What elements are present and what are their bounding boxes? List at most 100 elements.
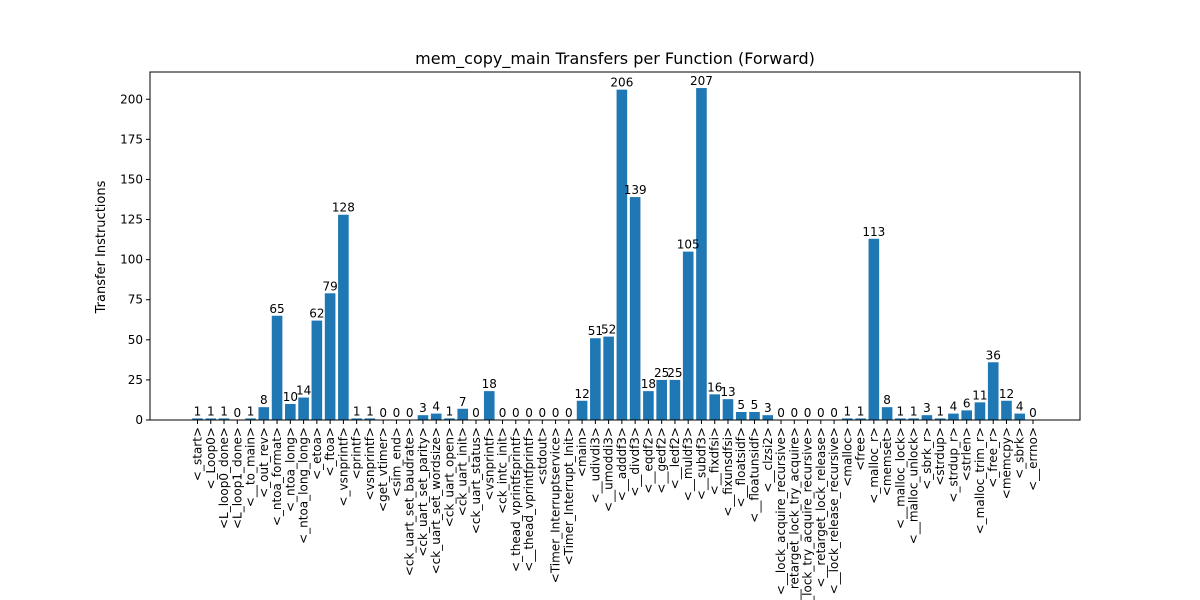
bar bbox=[881, 407, 893, 420]
bar bbox=[709, 394, 721, 420]
bar bbox=[895, 418, 906, 420]
bar bbox=[762, 415, 774, 420]
y-tick-label: 25 bbox=[128, 373, 143, 387]
x-tick-label: <__floatunsidf> bbox=[748, 427, 762, 523]
x-tick-label: <_ntoa_long_long> bbox=[297, 427, 311, 544]
bar bbox=[258, 407, 270, 420]
bar bbox=[1014, 413, 1026, 420]
x-tick-label: <__errno> bbox=[1026, 427, 1040, 491]
x-tick-label: <free> bbox=[854, 427, 868, 471]
bar-value-label: 7 bbox=[459, 395, 467, 409]
bar bbox=[656, 379, 667, 420]
bar-value-label: 1 bbox=[844, 404, 852, 418]
x-tick-label: <__umoddi3> bbox=[602, 427, 616, 512]
bar-value-label: 0 bbox=[406, 406, 414, 420]
bar bbox=[855, 418, 866, 420]
x-tick-label: <main> bbox=[575, 427, 589, 477]
bar-value-label: 52 bbox=[601, 323, 616, 337]
x-tick-label: <Timer_Interrupt_Init> bbox=[562, 427, 576, 565]
bar bbox=[483, 391, 495, 420]
x-tick-label: <__ledf2> bbox=[668, 427, 682, 489]
y-tick-label: 100 bbox=[120, 253, 143, 267]
bar bbox=[338, 214, 349, 420]
bar-value-label: 16 bbox=[707, 380, 722, 394]
bar-value-label: 13 bbox=[720, 385, 735, 399]
bar-value-label: 0 bbox=[804, 406, 812, 420]
bar bbox=[271, 315, 283, 420]
x-tick-label: <Timer_Interruptservice> bbox=[549, 427, 563, 583]
bar-value-label: 8 bbox=[260, 393, 268, 407]
x-tick-label: <_ntoa_long> bbox=[283, 427, 297, 512]
y-tick-label: 150 bbox=[120, 172, 143, 186]
bars bbox=[192, 88, 1026, 420]
bar-value-label: 3 bbox=[764, 401, 772, 415]
x-tick-label: <_start> bbox=[191, 427, 205, 481]
bar-value-label: 1 bbox=[897, 404, 905, 418]
x-tick-label: <__malloc_lock> bbox=[893, 427, 907, 529]
bar-value-label: 1 bbox=[220, 404, 228, 418]
x-tick-label: <__lock_release_recursive> bbox=[827, 427, 841, 594]
plot-frame bbox=[149, 71, 1081, 421]
bar-value-label: 12 bbox=[999, 387, 1014, 401]
bar-value-label: 0 bbox=[790, 406, 798, 420]
x-tick-label: <L_loop0_done> bbox=[217, 427, 231, 529]
bar-value-label: 1 bbox=[353, 404, 361, 418]
x-tick-label: <_free_r> bbox=[986, 427, 1000, 488]
x-tick-label: <_malloc_r> bbox=[867, 427, 881, 504]
bar-value-label: 11 bbox=[972, 388, 987, 402]
x-tick-label: <__subdf3> bbox=[694, 427, 708, 500]
x-tick-label: <malloc> bbox=[840, 427, 854, 487]
y-tick-label: 125 bbox=[120, 213, 143, 227]
bar bbox=[669, 379, 681, 420]
x-tick-label: <vsnprintf> bbox=[482, 427, 496, 501]
x-tick-label: <_etoa> bbox=[310, 427, 324, 480]
x-tick-label: <__udivdi3> bbox=[588, 427, 602, 503]
bar-value-label: 207 bbox=[690, 74, 713, 88]
bar bbox=[749, 411, 760, 420]
bar bbox=[285, 403, 296, 420]
bar bbox=[696, 88, 707, 420]
bar bbox=[682, 251, 694, 420]
x-tick-label: <__fixunsdfsi> bbox=[721, 427, 735, 517]
bar-value-label: 4 bbox=[950, 400, 958, 414]
x-tick-label: <ck_uart_set_wordsize> bbox=[429, 427, 443, 574]
bar bbox=[643, 391, 654, 420]
bar-value-label: 0 bbox=[830, 406, 838, 420]
bar bbox=[324, 293, 336, 420]
y-axis-label: Transfer Instructions bbox=[94, 180, 109, 314]
bar-value-label: 0 bbox=[525, 406, 533, 420]
bar-value-label: 139 bbox=[624, 183, 647, 197]
x-tick-label: <_strdup_r> bbox=[946, 427, 960, 503]
bar-value-label: 51 bbox=[588, 324, 603, 338]
x-tick-label: <strdup> bbox=[933, 427, 947, 486]
bar bbox=[616, 89, 628, 420]
bar-value-label: 1 bbox=[194, 404, 202, 418]
x-tick-label: <__clzsi2> bbox=[761, 427, 775, 493]
bar-value-label: 8 bbox=[883, 393, 891, 407]
bar bbox=[961, 410, 972, 420]
x-tick-label: <_sbrk> bbox=[1013, 427, 1027, 479]
x-tick-label: <__thead_vprintfprintf> bbox=[522, 427, 536, 572]
bar bbox=[722, 399, 734, 420]
bar-value-label: 3 bbox=[923, 401, 931, 415]
bar-value-label: 0 bbox=[817, 406, 825, 420]
bar-value-label: 1 bbox=[207, 404, 215, 418]
bar-value-label: 10 bbox=[283, 390, 298, 404]
bar-value-label: 1 bbox=[910, 404, 918, 418]
x-tick-label: <vsnprintf> bbox=[363, 427, 377, 501]
bar bbox=[298, 397, 309, 420]
bar-value-label: 0 bbox=[499, 406, 507, 420]
x-tick-label: <ck_uart_status> bbox=[469, 427, 483, 534]
bar-value-label: 0 bbox=[379, 406, 387, 420]
bar-value-label: 25 bbox=[667, 366, 682, 380]
bar-value-label: 0 bbox=[565, 406, 573, 420]
bar-value-label: 3 bbox=[419, 401, 427, 415]
bar-value-label: 105 bbox=[677, 238, 700, 252]
bar-value-label: 0 bbox=[233, 406, 241, 420]
bar-value-label: 1 bbox=[366, 404, 374, 418]
bar bbox=[603, 336, 614, 420]
x-tick-label: <memset> bbox=[880, 427, 894, 496]
x-tick-label: <ck_uart_set_parity> bbox=[416, 427, 430, 557]
